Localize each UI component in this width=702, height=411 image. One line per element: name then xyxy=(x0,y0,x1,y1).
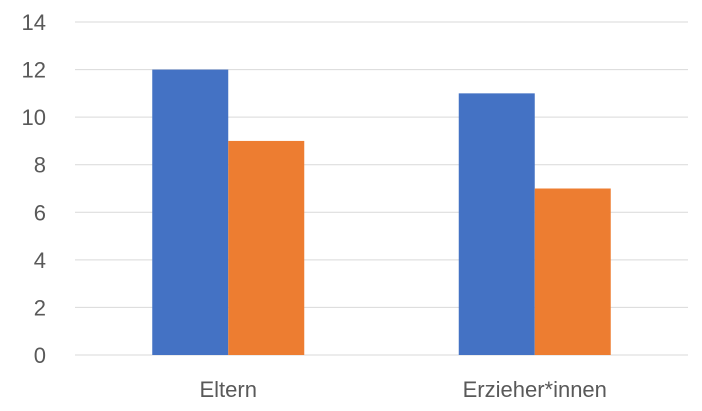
bar-erzieher-innen-series-2 xyxy=(534,188,611,355)
y-tick-label: 0 xyxy=(34,343,46,368)
y-tick-label: 14 xyxy=(22,10,46,35)
x-axis-category-labels: Eltern Erzieher*innen xyxy=(200,377,607,402)
y-axis-tick-labels: 0 2 4 6 8 10 12 14 xyxy=(22,10,46,368)
bar-eltern-series-2 xyxy=(228,140,305,355)
x-category-label: Erzieher*innen xyxy=(463,377,607,402)
bar-erzieher-innen-series-1 xyxy=(458,93,535,355)
y-tick-label: 8 xyxy=(34,153,46,178)
bars xyxy=(152,69,611,356)
y-tick-label: 2 xyxy=(34,295,46,320)
y-tick-label: 6 xyxy=(34,200,46,225)
y-tick-label: 12 xyxy=(22,58,46,83)
x-category-label: Eltern xyxy=(200,377,257,402)
y-tick-label: 4 xyxy=(34,248,46,273)
y-tick-label: 10 xyxy=(22,105,46,130)
bar-eltern-series-1 xyxy=(152,69,229,356)
